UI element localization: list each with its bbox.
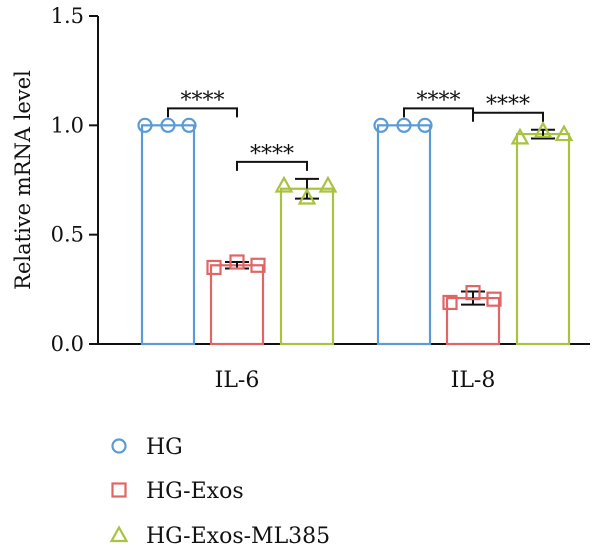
data-point-triangle [554,124,574,142]
y-ticks: 0.0 0.5 1.0 1.5 [51,4,98,356]
significance-bracket [236,160,308,171]
legend-marker-circle [111,438,127,454]
significance-brackets: **** **** **** **** [167,88,544,171]
significance-label: **** [181,88,225,113]
y-tick-label: 0.0 [51,332,84,356]
legend-marker-triangle [109,525,129,543]
legend-label: HG-Exos-ML385 [146,524,330,549]
bar-hg-exos-ml385-il-6 [279,187,335,346]
data-point-triangle [274,175,294,193]
data-point-circle [373,117,389,133]
significance-bracket [167,107,238,118]
legend-label: HG-Exos [146,479,244,504]
bar-hg-exos-ml385-il-8 [515,132,571,346]
data-point-square [250,257,266,273]
legend-marker-square [111,482,127,498]
bar-hg-il-6 [140,124,196,346]
data-point-square [206,259,222,276]
data-point-circle [417,117,433,133]
data-point-square [465,285,481,301]
bar-hg-exos-il-6 [209,264,265,346]
significance-label: **** [250,142,294,167]
data-point-square [442,294,458,311]
data-point-circle [396,117,412,133]
x-category-label: IL-8 [451,368,496,393]
x-categories: IL-6 IL-8 [215,368,496,393]
data-point-triangle [297,187,317,205]
significance-label: **** [486,93,530,118]
data-point-square [229,254,245,270]
data-point-triangle [510,127,530,145]
y-tick-label: 1.5 [51,4,84,28]
data-point-triangle [318,175,338,193]
y-tick-label: 1.0 [51,113,84,137]
data-point-circle [137,117,153,133]
data-points [137,117,574,311]
legend: HG HG-Exos HG-Exos-ML385 [109,435,330,549]
y-axis-label: Relative mRNA level [11,70,35,290]
legend-label: HG [146,435,183,460]
bar-hg-il-8 [376,124,432,346]
significance-label: **** [417,88,461,113]
data-point-triangle [533,121,553,138]
bars [140,124,571,346]
significance-bracket [472,111,544,122]
x-category-label: IL-6 [215,368,260,393]
data-point-square [486,291,502,307]
y-tick-label: 0.5 [51,223,84,247]
data-point-circle [160,117,176,133]
data-point-circle [181,117,197,133]
